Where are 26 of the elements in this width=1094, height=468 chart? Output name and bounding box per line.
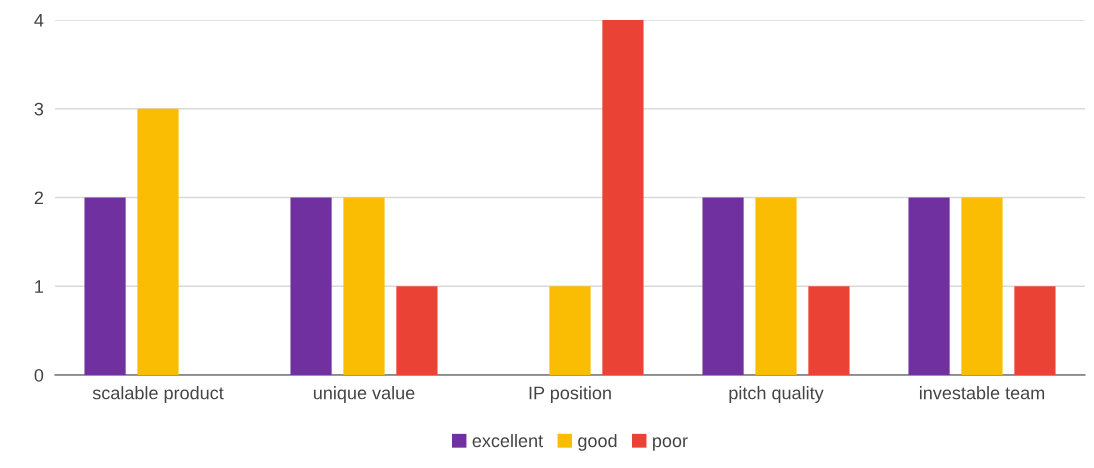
y-tick-label: 0	[34, 368, 44, 382]
y-tick-label: 4	[34, 14, 44, 27]
bar	[602, 20, 644, 375]
bar	[808, 286, 850, 375]
bar	[961, 197, 1003, 375]
bar	[84, 197, 126, 375]
bar	[137, 108, 179, 375]
x-tick-label: scalable product	[92, 386, 224, 403]
bar	[755, 197, 797, 375]
bar	[908, 197, 950, 375]
x-tick-label: unique value	[313, 386, 415, 403]
legend-label: good	[578, 433, 617, 451]
bar	[290, 197, 332, 375]
x-tick-label: IP position	[529, 386, 611, 403]
bar	[549, 286, 591, 375]
bar	[1014, 286, 1056, 375]
bar	[343, 197, 385, 375]
y-tick-label: 1	[35, 280, 44, 293]
bar	[702, 197, 744, 375]
y-tick-label: 2	[34, 191, 43, 205]
y-tick-label: 3	[34, 102, 44, 116]
bar	[396, 286, 438, 375]
x-tick-label: investable team	[919, 386, 1045, 400]
legend-label: excellent	[472, 433, 543, 448]
x-tick-label: pitch quality	[729, 386, 824, 403]
legend-label: poor	[653, 437, 688, 451]
